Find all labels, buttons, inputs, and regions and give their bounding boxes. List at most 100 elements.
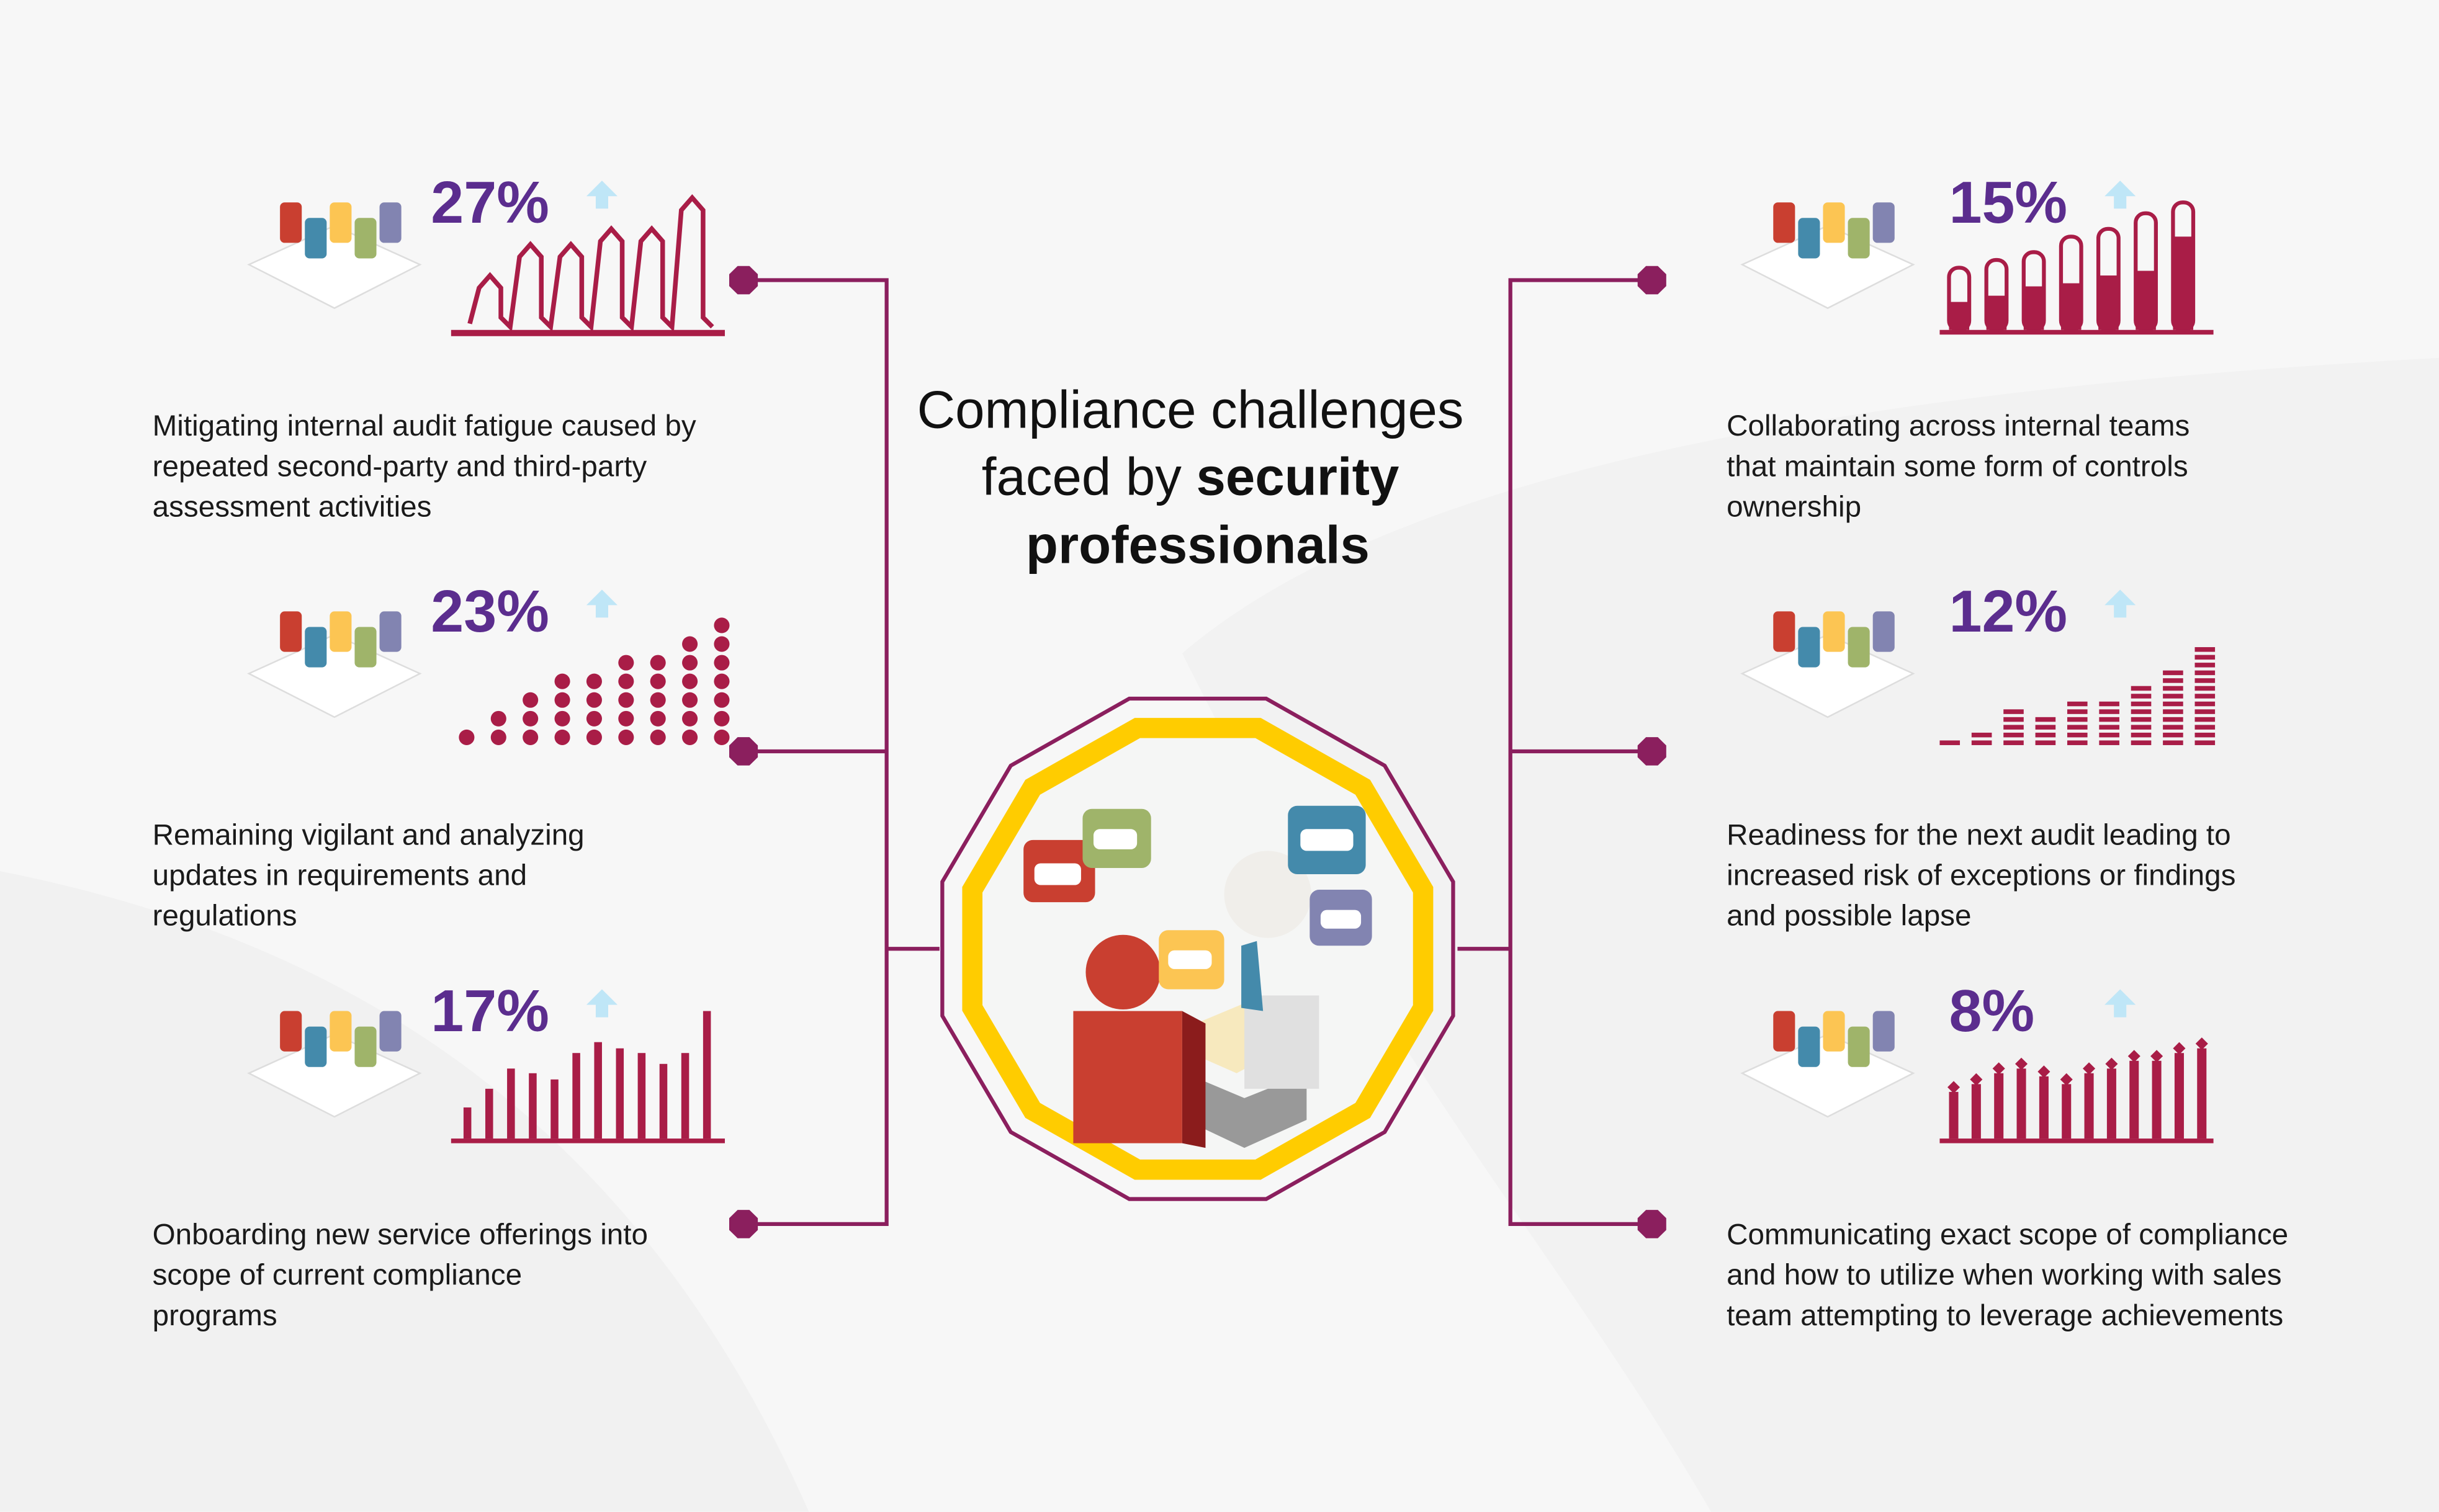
description: Remaining vigilant and analyzing updates … [153,818,585,932]
dot-mark [554,692,570,708]
dash-mark [2067,717,2088,722]
bar-mark [572,1053,580,1139]
dash-mark [2163,701,2183,707]
dash-mark [2194,740,2216,745]
dot-mark [618,710,634,727]
bar-mark [681,1053,689,1139]
spike-line [467,194,714,333]
bar-mark [507,1068,515,1139]
dash-mark [2194,701,2216,707]
dot-mark [586,692,602,708]
dot-mark [490,729,506,745]
dot-mark [523,692,539,708]
percent-value: 27% [431,170,549,236]
description-line: repeated second-party and third-party [153,450,647,483]
dot-mark [714,636,730,652]
dash-mark [2067,701,2088,707]
description-line: team attempting to leverage achievements [1727,1299,2283,1332]
dash-mark [2194,709,2216,714]
dash-mark [2194,663,2216,668]
lollipop-mark [2152,1060,2162,1139]
center-emblem [940,696,1455,1201]
lollipop-mark [2084,1073,2094,1139]
mini-chart [451,1011,725,1143]
dash-mark [2131,694,2152,699]
dash-mark [2163,709,2183,714]
page-title: Compliance challenges faced by security … [917,381,1479,575]
dash-mark [2131,686,2152,691]
dash-mark [2067,725,2088,730]
team-conversation-icon [1023,805,1372,1148]
lollipop-mark [2062,1084,2072,1139]
dash-mark [2163,686,2183,691]
bar-mark [659,1063,668,1139]
dash-mark [2131,717,2152,722]
description-line: updates in requirements and [153,859,527,892]
mini-chart [1939,1037,2214,1143]
bar-mark [703,1011,711,1139]
dash-mark [2194,670,2216,676]
dash-mark [2003,709,2024,714]
description-line: scope of current compliance [153,1259,522,1292]
description: Onboarding new service offerings into sco… [153,1219,648,1332]
dash-mark [2194,732,2216,738]
dot-mark [586,729,602,745]
lollipop-mark [2174,1053,2184,1139]
dash-mark [2131,725,2152,730]
left-connectors [743,278,940,1227]
up-arrow-icon [2104,989,2136,1018]
up-arrow-icon [2104,589,2136,618]
dash-mark [1971,740,1992,745]
chalkboard-chart-icon [247,202,422,310]
dot-mark [714,692,730,708]
dot-mark [714,729,730,745]
dash-mark [2035,717,2056,722]
connector-node [1637,1210,1666,1238]
description-line: and how to utilize when working with sal… [1727,1259,2281,1292]
title-line-3: professionals [1026,516,1370,575]
lollipop-mark [2106,1068,2116,1139]
connector-node [1637,737,1666,766]
mini-chart [1939,647,2216,745]
dot-mark [523,729,539,745]
lollipop-mark [2039,1076,2049,1139]
dash-mark [2003,717,2024,722]
title-line-1: Compliance challenges [917,381,1464,440]
bar-mark [463,1107,472,1139]
connector-node [729,737,758,766]
dash-mark [2003,732,2024,738]
dash-mark [2067,740,2088,745]
dot-mark [682,655,698,671]
dot-mark [618,692,634,708]
dot-mark [714,617,730,633]
dash-mark [2131,709,2152,714]
up-arrow-icon [586,181,618,209]
description-line: and possible lapse [1727,900,1971,933]
description-line: Readiness for the next audit leading to [1727,818,2231,851]
dash-mark [2035,725,2056,730]
dot-mark [650,710,666,727]
up-arrow-icon [2104,181,2136,209]
mini-chart [459,617,730,745]
dot-mark [586,673,602,689]
dot-mark [650,673,666,689]
description-line: Remaining vigilant and analyzing [153,818,585,851]
background-shape [1182,357,2439,1512]
percent-value: 23% [431,579,549,645]
dash-mark [2163,694,2183,699]
strategy-board-icon [1740,202,1915,310]
dash-mark [2067,732,2088,738]
dash-mark [1939,740,1961,745]
right-item-3: 8% Communicating exact scope of complianc… [1727,978,2288,1332]
lollipop-mark [2129,1060,2139,1139]
dash-mark [2099,701,2119,707]
mini-chart [1939,200,2214,335]
description-line: regulations [153,900,297,933]
dot-mark [618,655,634,671]
dot-mark [586,710,602,727]
dot-mark [650,729,666,745]
lollipop-mark [2197,1048,2207,1139]
dash-mark [2194,647,2216,652]
dash-mark [2035,732,2056,738]
bar-mark [594,1042,602,1139]
